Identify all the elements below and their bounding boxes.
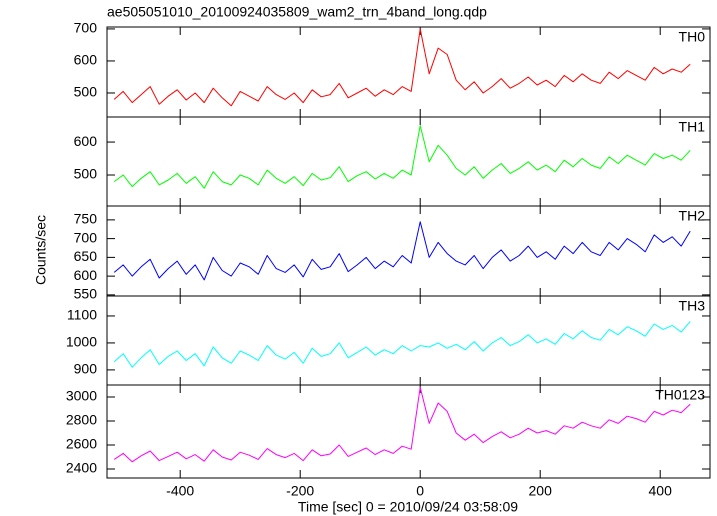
- y-tick-label: 2600: [66, 436, 97, 452]
- y-tick-label: 550: [74, 286, 98, 302]
- panel-label: TH2: [679, 208, 706, 224]
- data-line: [113, 386, 691, 463]
- data-line: [113, 28, 691, 107]
- panel-frame: [106, 384, 711, 479]
- chart-title: ae505051010_20100924035809_wam2_trn_4ban…: [107, 4, 487, 20]
- x-axis-label: Time [sec] 0 = 2010/09/24 03:58:09: [298, 499, 518, 515]
- panel-label: TH3: [679, 298, 706, 314]
- data-line: [113, 125, 691, 189]
- y-tick-label: 900: [74, 361, 98, 377]
- panel-frame: [106, 295, 711, 386]
- x-tick-label: 0: [416, 483, 424, 499]
- data-line: [113, 321, 691, 368]
- x-tick-label: 200: [529, 483, 553, 499]
- y-tick-label: 650: [74, 248, 98, 264]
- y-tick-label: 600: [74, 133, 98, 149]
- x-tick-label: 400: [649, 483, 673, 499]
- panel-frame: [106, 116, 711, 207]
- y-tick-label: 500: [74, 166, 98, 182]
- panel-label: TH0123: [655, 387, 705, 403]
- data-line: [113, 221, 691, 281]
- y-tick-label: 2400: [66, 460, 97, 476]
- y-tick-label: 500: [74, 84, 98, 100]
- x-tick-label: -400: [166, 483, 194, 499]
- y-tick-label: 700: [74, 229, 98, 245]
- y-tick-label: 700: [74, 20, 98, 36]
- y-tick-label: 3000: [66, 388, 97, 404]
- y-tick-label: 1000: [66, 334, 97, 350]
- panel-frame: [106, 205, 711, 297]
- y-tick-label: 600: [74, 267, 98, 283]
- panel-frame: [106, 26, 711, 118]
- y-tick-label: 750: [74, 211, 98, 227]
- y-tick-label: 1100: [67, 307, 97, 323]
- y-tick-label: 600: [74, 52, 98, 68]
- panel-label: TH1: [679, 119, 706, 135]
- panel-label: TH0: [679, 29, 706, 45]
- y-tick-label: 2800: [66, 412, 97, 428]
- y-axis-label: Counts/sec: [33, 215, 49, 285]
- x-tick-label: -200: [286, 483, 314, 499]
